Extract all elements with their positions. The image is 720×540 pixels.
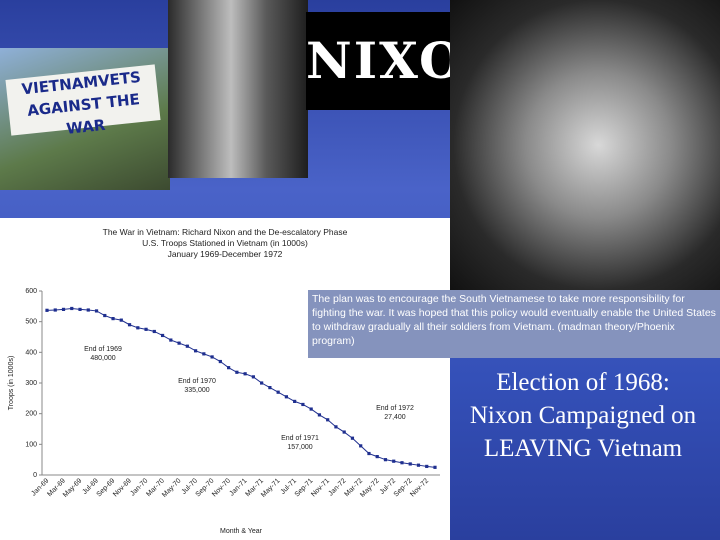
x-tick-label: Nov-71: [310, 477, 331, 498]
annotation: End of 1971: [281, 435, 319, 442]
photo-handshake: [168, 0, 308, 178]
note-box: The plan was to encourage the South Viet…: [308, 290, 720, 358]
annotation: End of 1970: [178, 378, 216, 385]
data-point: [61, 307, 66, 311]
y-tick-label: 200: [25, 411, 37, 418]
x-tick-label: May-72: [359, 477, 381, 499]
x-tick-label: Nov-70: [211, 477, 232, 498]
data-point: [144, 327, 148, 331]
data-point: [86, 308, 90, 312]
data-point: [136, 326, 140, 330]
data-point: [70, 306, 74, 311]
data-point: [408, 462, 412, 466]
data-point: [235, 370, 239, 374]
data-point: [185, 344, 189, 348]
data-point: [227, 366, 231, 370]
chart: The War in Vietnam: Richard Nixon and th…: [8, 227, 440, 535]
y-tick-label: 100: [25, 441, 37, 448]
data-point: [193, 349, 198, 353]
data-point: [127, 323, 132, 327]
data-point: [293, 399, 297, 403]
election-text: Election of 1968: Nixon Campaigned on LE…: [446, 366, 720, 465]
data-point: [359, 444, 363, 448]
data-point: [276, 390, 280, 394]
data-point: [243, 372, 247, 376]
data-point: [119, 318, 123, 322]
data-point: [326, 418, 330, 422]
election-line: Nixon Campaigned on: [469, 402, 697, 429]
data-point: [392, 459, 396, 463]
data-point: [78, 307, 82, 311]
data-point: [218, 359, 222, 364]
data-point: [400, 461, 404, 465]
data-point: [177, 341, 181, 345]
election-line: LEAVING Vietnam: [483, 435, 683, 462]
annotation: End of 1972: [376, 405, 414, 412]
data-point: [375, 455, 379, 459]
x-tick-label: May-71: [260, 477, 282, 499]
data-point: [45, 308, 49, 312]
data-point: [53, 308, 57, 312]
data-point: [425, 464, 429, 469]
data-point: [103, 313, 107, 318]
photo-nixon: [450, 0, 720, 290]
data-point: [152, 329, 156, 334]
y-tick-label: 600: [25, 288, 37, 295]
y-tick-label: 0: [33, 472, 37, 479]
data-point: [367, 451, 371, 456]
data-point: [111, 317, 115, 321]
annotation: 27,400: [384, 414, 406, 421]
election-line: Election of 1968:: [496, 369, 670, 396]
data-point: [433, 465, 437, 469]
data-point: [94, 309, 99, 313]
chart-title: The War in Vietnam: Richard Nixon and th…: [103, 227, 348, 237]
data-point: [342, 430, 346, 434]
data-point: [260, 381, 264, 385]
y-tick-label: 400: [25, 349, 37, 356]
data-point: [416, 463, 421, 467]
data-point: [284, 395, 289, 399]
x-tick-label: May-69: [62, 477, 84, 499]
data-point: [383, 458, 388, 462]
annotation: 157,000: [287, 444, 312, 451]
data-point: [334, 425, 338, 429]
data-point: [268, 386, 272, 390]
x-axis-label: Month & Year: [220, 528, 263, 535]
annotation: 335,000: [184, 387, 209, 394]
data-point: [317, 413, 322, 417]
y-axis-label: Troops (in 1000s): [8, 356, 15, 411]
photo-protest: VIETNAMVETS AGAINST THE WAR: [0, 48, 170, 190]
x-tick-label: Nov-72: [409, 477, 430, 498]
annotation: End of 1969: [84, 346, 122, 353]
data-point: [202, 352, 206, 356]
chart-box: The War in Vietnam: Richard Nixon and th…: [0, 218, 450, 540]
data-point: [301, 402, 305, 407]
annotation: 480,000: [90, 355, 115, 362]
data-point: [350, 436, 355, 440]
y-tick-label: 300: [25, 380, 37, 387]
data-point: [309, 407, 313, 411]
x-tick-label: May-70: [161, 477, 183, 499]
x-tick-label: Nov-69: [112, 477, 133, 498]
chart-title: U.S. Troops Stationed in Vietnam (in 100…: [142, 238, 308, 248]
data-point: [251, 375, 255, 379]
data-point: [169, 338, 173, 342]
chart-title: January 1969-December 1972: [168, 249, 283, 259]
y-tick-label: 500: [25, 319, 37, 326]
protest-sign: VIETNAMVETS AGAINST THE WAR: [5, 64, 161, 138]
data-point: [210, 355, 214, 359]
data-point: [160, 333, 165, 338]
